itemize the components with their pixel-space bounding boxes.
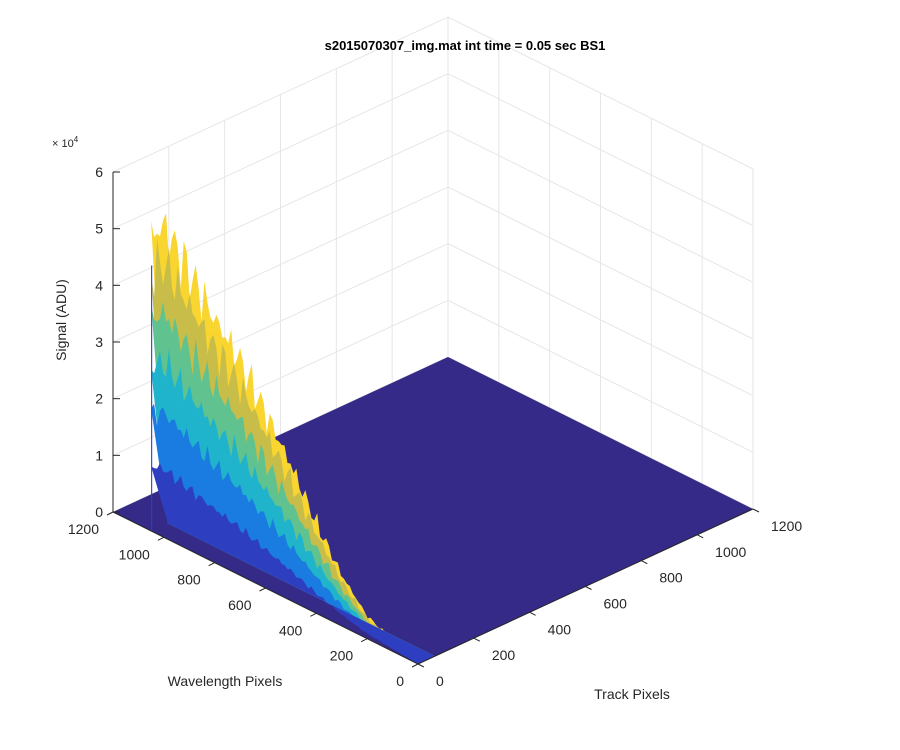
grid-line bbox=[112, 16, 754, 173]
y-tick-label: 1200 bbox=[68, 521, 99, 537]
x-tick-mark bbox=[641, 560, 648, 565]
y-tick-label: 0 bbox=[396, 673, 404, 689]
x-tick-label: 0 bbox=[436, 673, 444, 689]
x-tick-mark bbox=[752, 508, 760, 513]
y-tick-label: 600 bbox=[228, 597, 252, 613]
x-tick-label: 1200 bbox=[771, 518, 802, 534]
x-tick-label: 1000 bbox=[715, 544, 746, 560]
z-tick-label: 5 bbox=[95, 221, 103, 237]
z-tick-label: 6 bbox=[95, 164, 103, 180]
z-axis-label: Signal (ADU) bbox=[53, 279, 69, 361]
chart-title: s2015070307_img.mat int time = 0.05 sec … bbox=[325, 38, 606, 53]
x-tick-mark bbox=[529, 611, 536, 616]
z-tick-label: 3 bbox=[95, 334, 103, 350]
y-tick-mark bbox=[208, 562, 215, 567]
y-tick-label: 400 bbox=[279, 622, 303, 638]
surface-band bbox=[151, 463, 435, 664]
x-tick-mark bbox=[585, 586, 592, 590]
y-tick-mark bbox=[259, 587, 266, 592]
y-tick-mark bbox=[310, 612, 317, 617]
y-tick-mark bbox=[106, 511, 114, 516]
surface-edge bbox=[151, 265, 153, 531]
x-tick-mark bbox=[473, 637, 481, 642]
surface bbox=[113, 213, 753, 665]
x-tick-label: 800 bbox=[659, 570, 683, 586]
z-exponent-power: 4 bbox=[74, 135, 79, 144]
z-tick-label: 2 bbox=[95, 391, 103, 407]
x-tick-label: 400 bbox=[548, 621, 572, 637]
grid-line bbox=[112, 186, 754, 343]
y-tick-label: 800 bbox=[177, 572, 201, 588]
z-tick-label: 4 bbox=[95, 277, 103, 293]
axes bbox=[106, 171, 760, 668]
y-tick-mark bbox=[360, 638, 368, 643]
x-axis-label: Track Pixels bbox=[594, 686, 670, 702]
y-tick-mark bbox=[411, 663, 419, 668]
y-tick-label: 1000 bbox=[119, 546, 150, 562]
x-tick-mark bbox=[696, 534, 704, 539]
y-tick-mark bbox=[157, 536, 165, 541]
grid-line bbox=[112, 73, 754, 230]
z-tick-label: 0 bbox=[95, 504, 103, 520]
surface-floor bbox=[113, 357, 753, 664]
grid-line bbox=[112, 129, 754, 286]
x-tick-label: 600 bbox=[604, 596, 628, 612]
y-tick-label: 200 bbox=[330, 648, 354, 664]
x-tick-mark bbox=[417, 663, 425, 668]
y-axis-label: Wavelength Pixels bbox=[168, 673, 283, 689]
x-tick-label: 200 bbox=[492, 647, 516, 663]
tick-labels: 0200400600800100012000200400600800100012… bbox=[68, 164, 803, 689]
z-exponent-label: × 104 bbox=[52, 135, 79, 150]
z-tick-label: 1 bbox=[95, 447, 103, 463]
